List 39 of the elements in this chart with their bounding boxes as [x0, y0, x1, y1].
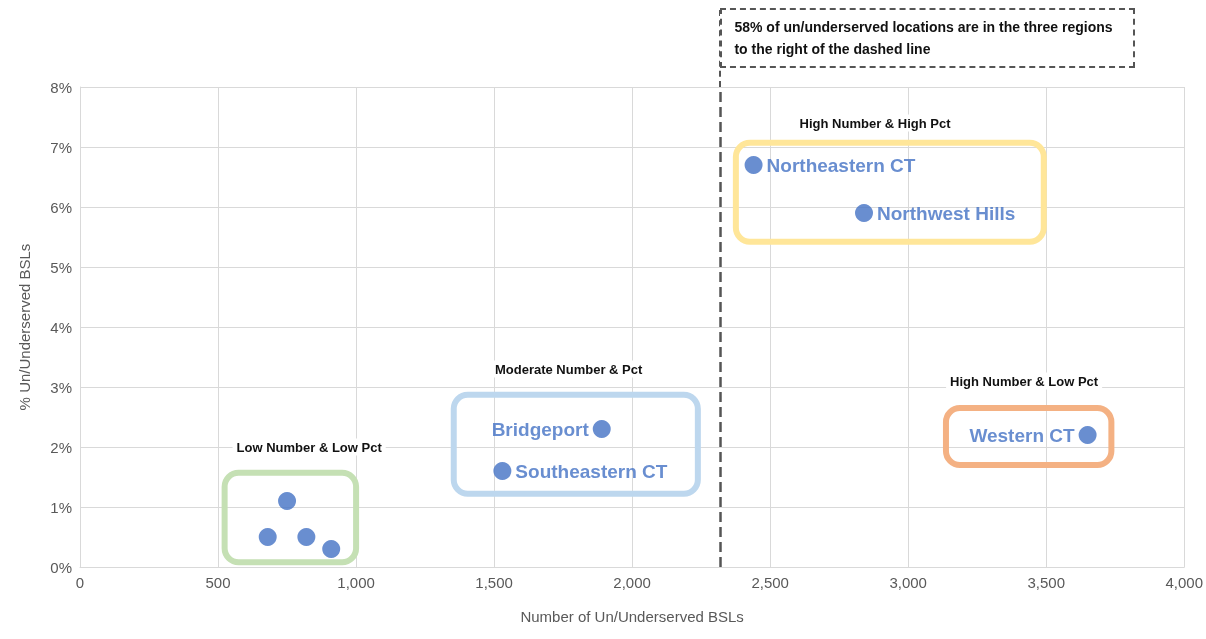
ref-line-label: 58% of un/underserved locations are in the three regions to the right of the dashed line [720, 8, 1136, 68]
x-tick-label: 1,000 [337, 574, 375, 591]
series-label: Northwest Hills [877, 202, 1016, 224]
point [322, 540, 341, 558]
point [297, 528, 316, 546]
point [278, 492, 297, 510]
x-tick-label: 500 [205, 574, 231, 591]
y-axis-title: % Un/Underserved BSLs [16, 243, 33, 411]
x-tick-label: 1,500 [475, 574, 513, 591]
x-tick-label: 2,500 [751, 574, 789, 591]
point [493, 462, 512, 480]
point [744, 156, 763, 174]
y-tick-label: 0% [50, 558, 72, 576]
annotation: Moderate Number & Pct [494, 361, 643, 377]
x-tick-label: 0 [75, 574, 85, 591]
y-tick-label: 8% [50, 78, 72, 96]
x-tick-label: 4,000 [1165, 574, 1204, 591]
y-tick-label: 1% [50, 498, 72, 516]
annotation: High Number & High Pct [799, 115, 952, 131]
series-label: Western CT [969, 424, 1075, 446]
y-tick-label: 5% [50, 258, 72, 276]
y-tick-label: 3% [50, 378, 72, 396]
x-tick-label: 3,000 [889, 574, 927, 591]
y-tick-label: 4% [50, 318, 72, 336]
point [592, 420, 611, 438]
x-axis-title: Number of Un/Underserved BSLs [520, 608, 744, 625]
series-label: Northeastern CT [766, 154, 916, 176]
point [258, 528, 277, 546]
annotation: High Number & Low Pct [950, 373, 1099, 389]
annotation: Low Number & Low Pct [236, 439, 383, 455]
x-tick-label: 3,500 [1027, 574, 1065, 591]
series-label: Bridgeport [491, 418, 590, 440]
series-label: Southeastern CT [515, 460, 668, 482]
y-tick-label: 6% [50, 198, 72, 216]
y-tick-label: 7% [50, 138, 72, 156]
x-tick-label: 2,000 [613, 574, 651, 591]
y-tick-label: 2% [50, 438, 72, 456]
point [1078, 426, 1097, 444]
point [855, 204, 873, 222]
